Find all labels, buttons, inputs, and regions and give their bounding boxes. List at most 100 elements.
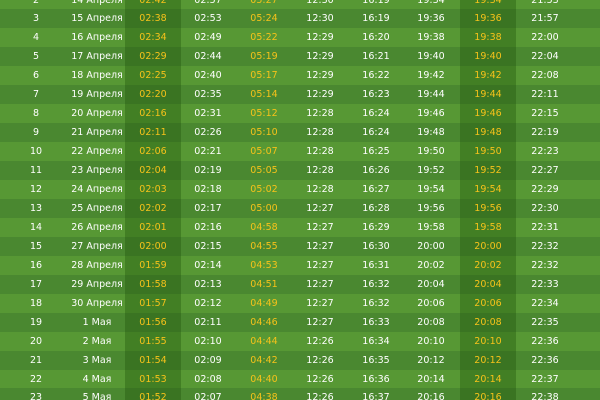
asr: 16:23: [362, 89, 390, 101]
fajr: 02:49: [194, 32, 222, 44]
imsak: 02:29: [139, 51, 167, 63]
date: 14 Апреля: [71, 0, 123, 6]
fajr: 02:08: [194, 373, 222, 385]
table-row: 10 22 Апреля 02:06 02:21 05:07 12:28 16:25 19:5…: [0, 142, 600, 162]
isha: 21:57: [531, 13, 559, 25]
dhuhr: 12:27: [306, 316, 334, 328]
sunrise: 05:19: [250, 51, 278, 63]
fajr: 02:12: [194, 297, 222, 309]
dhuhr: 12:29: [306, 89, 334, 101]
asr: 16:35: [362, 354, 390, 366]
dhuhr: 12:26: [306, 373, 334, 385]
date: 4 Мая: [82, 373, 112, 385]
dhuhr: 12:28: [306, 184, 334, 195]
highlight-cell: [460, 47, 516, 67]
imsak: 01:56: [139, 316, 167, 328]
table-row: 3 15 Апреля 02:38 02:53 05:24 12:30 16:19 19:36…: [0, 9, 600, 29]
date: 15 Апреля: [71, 13, 123, 25]
imsak: 02:38: [139, 13, 167, 25]
day-number: 3: [32, 13, 40, 25]
asr: 16:22: [362, 70, 390, 82]
highlight-cell: [125, 0, 181, 10]
date: 25 Апреля: [71, 202, 123, 214]
asr: 16:20: [362, 32, 390, 44]
date: 27 Апреля: [71, 240, 123, 252]
dhuhr: 12:30: [306, 0, 334, 6]
fajr: 02:14: [194, 259, 222, 271]
dhuhr: 12:29: [306, 32, 334, 44]
imsak: 02:04: [139, 165, 167, 177]
table-row: 20 2 Мая 01:55 02:10 04:44 12:26 16:34 20:10 20:…: [0, 331, 600, 351]
dhuhr: 12:27: [306, 278, 334, 290]
sunrise: 04:58: [250, 221, 278, 233]
day-number: 22: [29, 373, 43, 385]
isha: 22:32: [531, 240, 559, 252]
iftar: 20:06: [474, 297, 502, 309]
date: 17 Апреля: [71, 51, 123, 63]
imsak: 01:53: [139, 373, 167, 385]
iftar: 19:54: [474, 184, 502, 195]
table-row: 13 25 Апреля 02:02 02:17 05:00 12:27 16:28 19:5…: [0, 198, 600, 218]
date: 23 Апреля: [71, 165, 123, 177]
sunrise: 04:38: [250, 392, 278, 400]
fajr: 02:40: [194, 70, 222, 82]
maghrib: 19:50: [417, 146, 445, 158]
highlight-cell: [460, 274, 516, 294]
asr: 16:31: [362, 259, 390, 271]
fajr: 02:44: [194, 51, 222, 63]
highlight-cell: [125, 180, 181, 199]
imsak: 02:25: [139, 70, 167, 82]
highlight-cell: [125, 9, 181, 29]
date: 19 Апреля: [71, 89, 123, 101]
imsak: 02:00: [139, 240, 167, 252]
sunrise: 04:44: [250, 335, 278, 347]
imsak: 01:52: [139, 392, 167, 400]
asr: 16:29: [362, 221, 390, 233]
maghrib: 19:44: [417, 89, 445, 101]
sunrise: 05:05: [250, 165, 278, 177]
isha: 22:27: [531, 165, 559, 177]
imsak: 01:57: [139, 297, 167, 309]
table-row: 8 20 Апреля 02:16 02:31 05:12 12:28 16:24 19:46…: [0, 104, 600, 124]
day-number: 6: [32, 70, 40, 82]
table-row: 5 17 Апреля 02:29 02:44 05:19 12:29 16:21 19:40…: [0, 47, 600, 67]
fajr: 02:07: [194, 392, 222, 400]
iftar: 19:40: [474, 51, 502, 63]
highlight-cell: [125, 388, 181, 400]
highlight-cell: [460, 104, 516, 124]
dhuhr: 12:27: [306, 240, 334, 252]
isha: 22:19: [531, 127, 559, 139]
fajr: 02:18: [194, 184, 222, 195]
imsak: 02:01: [139, 221, 167, 233]
table-row: 17 29 Апреля 01:58 02:13 04:51 12:27 16:32 20:0…: [0, 274, 600, 294]
dhuhr: 12:29: [306, 51, 334, 63]
highlight-cell: [125, 312, 181, 332]
highlight-cell: [460, 28, 516, 48]
day-number: 20: [29, 335, 43, 347]
iftar: 20:10: [474, 335, 502, 347]
table-row: 21 3 Мая 01:54 02:09 04:42 12:26 16:35 20:12 20:…: [0, 350, 600, 370]
fajr: 02:31: [194, 108, 222, 120]
fajr: 02:11: [194, 316, 222, 328]
maghrib: 19:48: [417, 127, 445, 139]
fajr: 02:26: [194, 127, 222, 139]
sunrise: 04:51: [250, 278, 278, 290]
highlight-cell: [460, 0, 516, 10]
table-row: 22 4 Мая 01:53 02:08 04:40 12:26 16:36 20:14 20:…: [0, 369, 600, 389]
highlight-cell: [460, 85, 516, 105]
asr: 16:26: [362, 165, 390, 177]
sunrise: 05:10: [250, 127, 278, 139]
date: 24 Апреля: [71, 184, 123, 195]
iftar: 19:52: [474, 165, 502, 177]
asr: 16:27: [362, 184, 390, 195]
date: 29 Апреля: [71, 278, 123, 290]
sunrise: 05:22: [250, 32, 278, 44]
highlight-cell: [125, 350, 181, 370]
imsak: 02:06: [139, 146, 167, 158]
asr: 16:24: [362, 127, 390, 139]
date: 22 Апреля: [71, 146, 123, 158]
fajr: 02:21: [194, 146, 222, 158]
isha: 22:08: [531, 70, 559, 82]
highlight-cell: [125, 369, 181, 389]
iftar: 19:46: [474, 108, 502, 120]
